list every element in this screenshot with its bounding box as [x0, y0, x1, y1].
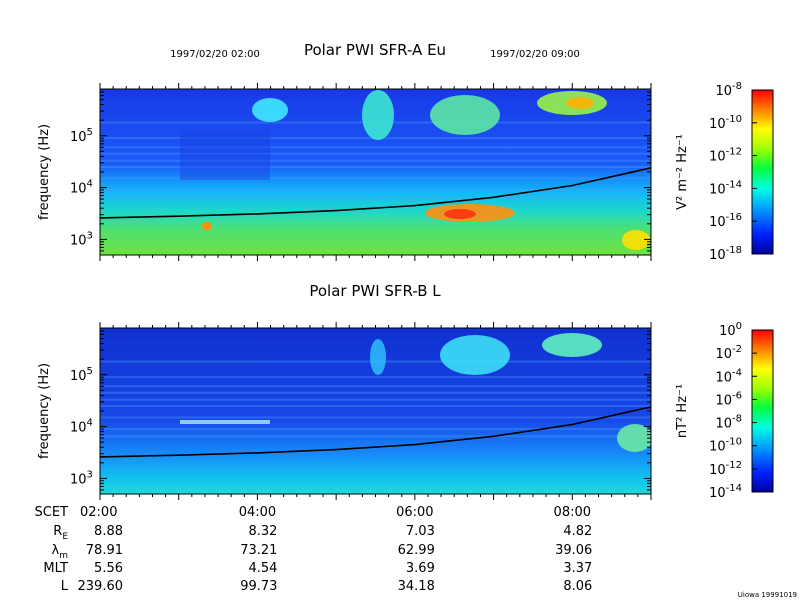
emission-band	[100, 385, 651, 388]
emission-patch	[542, 333, 602, 357]
colorbar-tick-label: 10-4	[715, 367, 742, 385]
ephemeris-value: 39.06	[555, 543, 592, 558]
colorbar-tick-label: 10-14	[709, 483, 742, 501]
colorbar-tick-label: 10-6	[715, 390, 742, 408]
emission-band	[100, 165, 651, 168]
emission-patch	[430, 95, 500, 135]
ephemeris-table: SCET 02:00 04:00 06:00 08:00 RE 8.88 8.32 7.03 4.…	[35, 505, 593, 594]
colorbar-tick-label: 100	[719, 321, 742, 339]
ephemeris-value: 06:00	[396, 505, 433, 520]
ephemeris-value: 4.54	[248, 561, 277, 576]
ephemeris-value: 7.03	[406, 524, 435, 539]
emission-band	[100, 159, 651, 162]
panel-b-plot	[100, 328, 651, 494]
emission-patch	[566, 97, 594, 109]
emission-band	[100, 416, 651, 419]
footer-tag: Uiowa 19991019	[738, 591, 797, 599]
colorbar-tick-label: 10-10	[709, 114, 742, 132]
emission-patch	[362, 90, 394, 140]
emission-patch	[622, 230, 650, 250]
panel-a-colorbar	[751, 89, 774, 255]
y-tick-label: 104	[70, 179, 93, 197]
panel-b-title: Polar PWI SFR-B L	[309, 282, 441, 300]
emission-band	[100, 404, 651, 407]
panel-a-overlay-line	[100, 167, 651, 219]
emission-band	[100, 427, 651, 430]
ephemeris-value: 34.18	[398, 579, 435, 594]
ephemeris-row-label: RE	[53, 524, 68, 542]
panel-b-colorbar-label: nT² Hz⁻¹	[675, 384, 690, 438]
emission-patch	[444, 209, 476, 219]
emission-band	[100, 146, 651, 149]
ephemeris-value: 02:00	[80, 505, 117, 520]
ephemeris-value: 5.56	[94, 561, 123, 576]
ephemeris-value: 3.69	[406, 561, 435, 576]
emission-band	[100, 196, 651, 199]
ephemeris-value: 04:00	[239, 505, 276, 520]
emission-band	[100, 391, 651, 394]
y-tick-label: 103	[70, 469, 93, 487]
colorbar-tick-label: 10-12	[709, 147, 742, 165]
colorbar-tick-label: 10-10	[709, 437, 742, 455]
panel-b-colorbar	[751, 329, 774, 493]
ephemeris-value: 78.91	[86, 543, 123, 558]
emission-patch	[202, 222, 212, 230]
panel-a-emission-patches	[180, 90, 650, 250]
panel-b-ylabel: frequency (Hz)	[37, 363, 52, 459]
colorbar-tick-label: 10-2	[715, 344, 742, 362]
y-tick-label: 104	[70, 418, 93, 436]
panel-b-emission-patches	[180, 333, 651, 452]
panel-b-colorbar-ticks: 100 10-2 10-4 10-6 10-8 10-10 10-12 10-14	[709, 321, 757, 501]
ephemeris-value: 08:00	[554, 505, 591, 520]
panel-a-colorbar-label: V² m⁻² Hz⁻¹	[675, 134, 690, 210]
ephemeris-value: 8.88	[94, 524, 123, 539]
y-tick-label: 103	[70, 230, 93, 248]
ephemeris-row-label: λm	[52, 543, 68, 561]
ephemeris-row-label: SCET	[35, 505, 69, 520]
ephemeris-value: 4.82	[563, 524, 592, 539]
emission-band	[100, 435, 651, 438]
ephemeris-row-label: MLT	[43, 561, 68, 576]
emission-band	[100, 398, 651, 401]
ephemeris-value: 99.73	[240, 579, 277, 594]
emission-band	[100, 188, 651, 191]
data-gap	[180, 130, 270, 180]
end-time-label: 1997/02/20 09:00	[490, 49, 580, 60]
start-time-label: 1997/02/20 02:00	[170, 49, 260, 60]
emission-patch	[180, 420, 270, 424]
y-tick-label: 105	[70, 366, 93, 384]
ephemeris-value: 73.21	[240, 543, 277, 558]
y-tick-label: 105	[70, 127, 93, 145]
emission-band	[100, 177, 651, 180]
panel-b-overlay-line	[100, 406, 651, 458]
emission-patch	[370, 339, 386, 375]
emission-patch	[617, 424, 651, 452]
colorbar-tick-label: 10-18	[709, 245, 742, 263]
emission-band	[100, 152, 651, 155]
emission-band	[100, 376, 651, 379]
panel-a-colorbar-ticks: 10-8 10-10 10-12 10-14 10-16 10-18	[709, 81, 757, 263]
ephemeris-value: 8.32	[248, 524, 277, 539]
colorbar-tick-label: 10-12	[709, 460, 742, 478]
panel-a-title: Polar PWI SFR-A Eu	[304, 41, 446, 59]
ephemeris-value: 239.60	[78, 579, 124, 594]
ephemeris-value: 62.99	[398, 543, 435, 558]
panel-a-ylabel: frequency (Hz)	[37, 124, 52, 220]
emission-patch	[252, 98, 288, 122]
colorbar-tick-label: 10-8	[715, 81, 742, 99]
colorbar-tick-label: 10-14	[709, 179, 742, 197]
ephemeris-value: 3.37	[563, 561, 592, 576]
ephemeris-row-label: L	[61, 579, 69, 594]
ephemeris-value: 8.06	[563, 579, 592, 594]
colorbar-tick-label: 10-16	[709, 212, 742, 230]
panel-a-plot	[100, 89, 651, 255]
colorbar-tick-label: 10-8	[715, 414, 742, 432]
emission-patch	[440, 335, 510, 375]
